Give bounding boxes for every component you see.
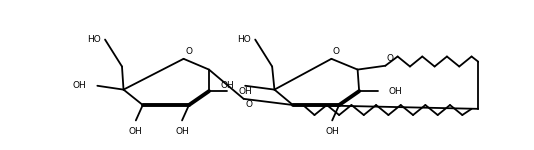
Text: OH: OH: [325, 127, 339, 136]
Text: HO: HO: [237, 35, 250, 44]
Text: OH: OH: [221, 81, 234, 90]
Text: OH: OH: [129, 127, 143, 136]
Text: O: O: [387, 54, 394, 63]
Text: OH: OH: [388, 87, 402, 96]
Text: OH: OH: [175, 127, 189, 136]
Text: HO: HO: [87, 35, 100, 44]
Text: O: O: [185, 48, 192, 57]
Text: OH: OH: [73, 81, 87, 90]
Text: O: O: [245, 100, 252, 109]
Text: O: O: [333, 48, 340, 57]
Text: OH: OH: [238, 87, 252, 96]
